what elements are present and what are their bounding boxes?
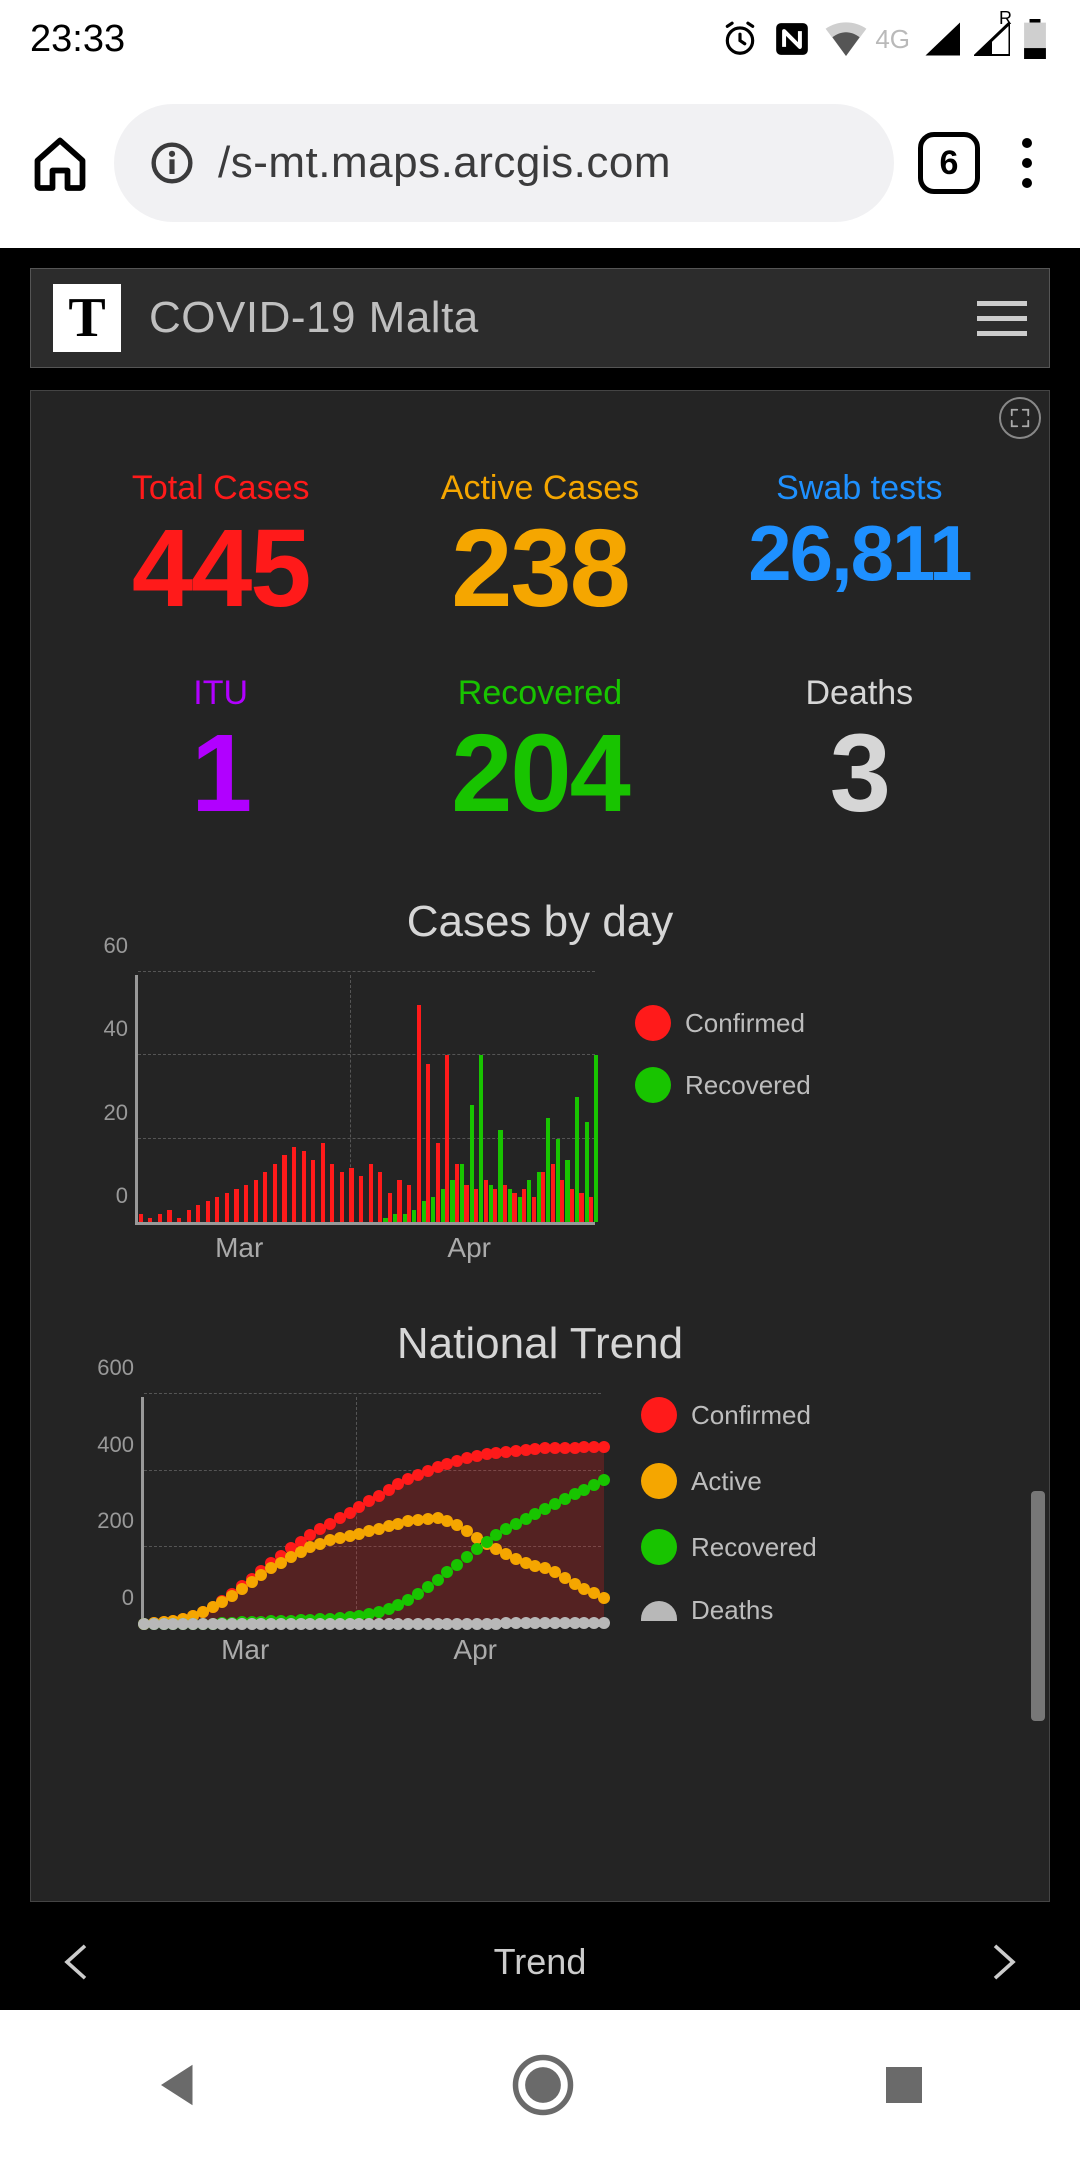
dashboard-viewport: T COVID-19 Malta Total Cases445Active Ca… [0,248,1080,2010]
stat-value: 26,811 [700,514,1019,592]
daily-chart-legend: Confirmed Recovered [635,965,811,1103]
nfc-icon [773,20,811,58]
stat-card: ITU 1 [61,674,380,829]
clock: 23:33 [30,18,125,61]
stat-label: ITU [61,674,380,713]
moon-icon [151,21,181,57]
daily-chart[interactable]: 0204060MarApr [71,965,615,1281]
legend-item: Confirmed [641,1397,817,1433]
nav-home-button[interactable] [510,2052,576,2118]
trend-chart-legend: Confirmed Active Recovered Deaths [641,1387,817,1626]
app-header: T COVID-19 Malta [30,268,1050,368]
stat-card: Active Cases 238 [380,469,699,624]
stat-value: 445 [61,514,380,624]
legend-item: Active [641,1463,817,1499]
app-logo[interactable]: T [53,284,121,352]
roaming-label: R [999,8,1012,29]
stat-value: 238 [380,514,699,624]
legend-item: Recovered [641,1529,817,1565]
panel-scrollbar[interactable] [1031,1491,1045,1721]
legend-item: Deaths [641,1595,817,1626]
alarm-icon [721,20,759,58]
legend-item: Recovered [635,1067,811,1103]
expand-button[interactable] [999,397,1041,439]
nav-back-button[interactable] [152,2058,206,2112]
stat-card: Total Cases 445 [61,469,380,624]
stat-label: Total Cases [61,469,380,508]
wifi-icon [825,22,867,56]
site-info-icon[interactable] [150,141,194,185]
legend-item: Confirmed [635,1005,811,1041]
daily-chart-title: Cases by day [31,897,1049,947]
android-nav-bar [0,2010,1080,2160]
browser-toolbar: /s-mt.maps.arcgis.com 6 [0,78,1080,248]
prev-tab-button[interactable] [62,1944,90,1980]
stat-value: 3 [700,719,1019,829]
nav-overview-button[interactable] [880,2061,928,2109]
tabs-button[interactable]: 6 [918,132,980,194]
stat-label: Swab tests [700,469,1019,508]
browser-menu-button[interactable] [1004,138,1050,188]
next-tab-button[interactable] [990,1944,1018,1980]
signal-full-icon [924,22,960,56]
battery-icon [1024,19,1046,59]
stat-label: Active Cases [380,469,699,508]
tab-label[interactable]: Trend [494,1941,587,1983]
bottom-tab-bar: Trend [34,1914,1046,2010]
dashboard-panel: Total Cases 445Active Cases 238Swab tests 2… [30,390,1050,1902]
home-button[interactable] [30,133,90,193]
stat-value: 204 [380,719,699,829]
stat-card: Swab tests 26,811 [700,469,1019,624]
trend-chart-title: National Trend [31,1319,1049,1369]
app-title: COVID-19 Malta [149,293,479,343]
stat-card: Recovered 204 [380,674,699,829]
stat-value: 1 [61,719,380,829]
address-bar[interactable]: /s-mt.maps.arcgis.com [114,104,894,222]
stat-card: Deaths 3 [700,674,1019,829]
app-menu-button[interactable] [977,301,1027,336]
network-4g-label: 4G [875,24,910,55]
url-text: /s-mt.maps.arcgis.com [218,138,671,188]
stat-label: Recovered [380,674,699,713]
stat-label: Deaths [700,674,1019,713]
trend-chart[interactable]: 0200400600MarApr [71,1387,621,1683]
android-status-bar: 23:33 4G R [0,0,1080,78]
stats-grid: Total Cases 445Active Cases 238Swab tests 2… [31,391,1049,859]
